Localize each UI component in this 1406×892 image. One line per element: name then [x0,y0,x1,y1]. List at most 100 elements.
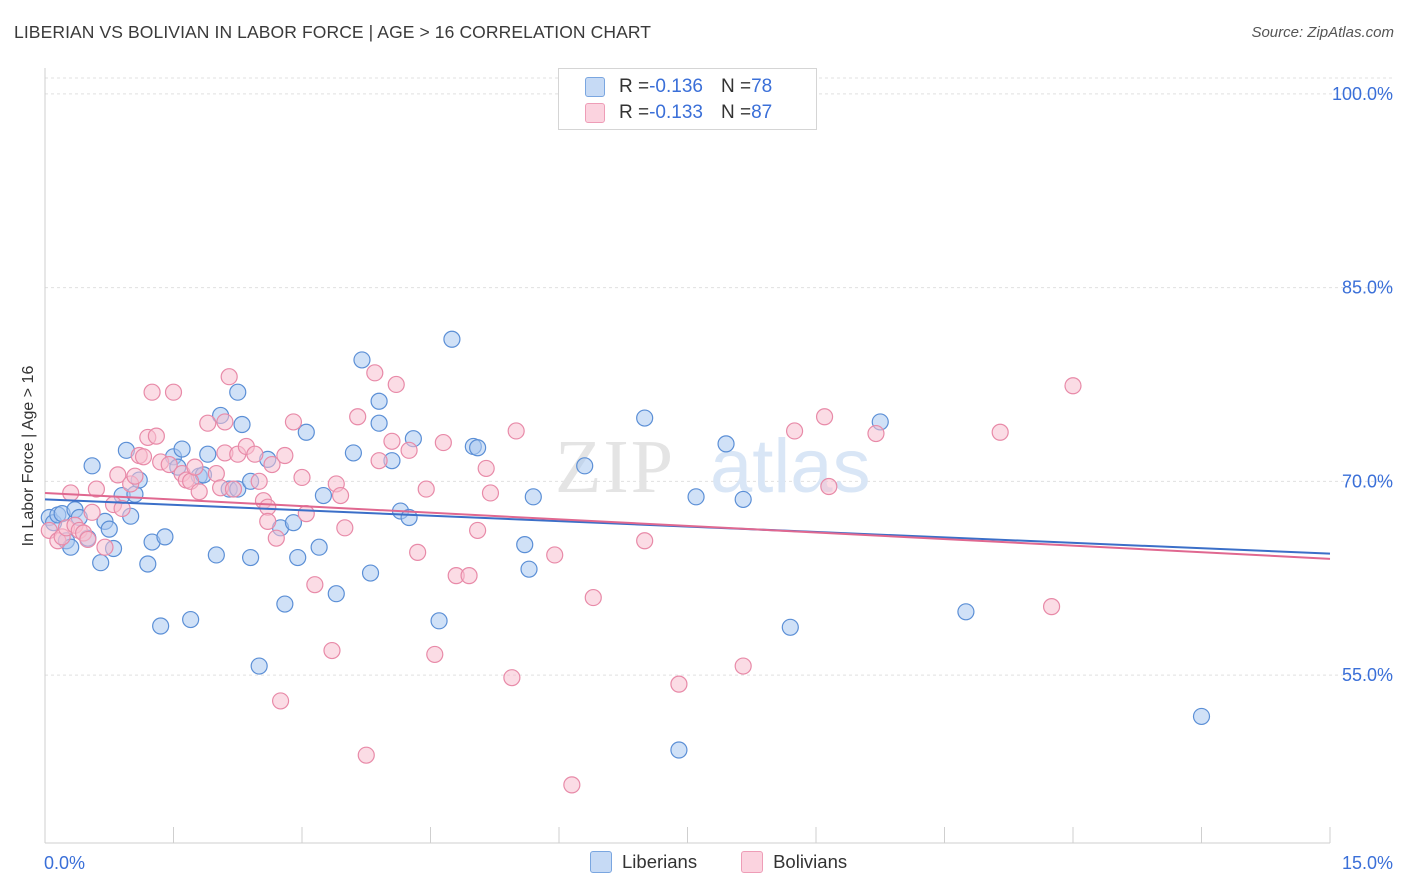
liberian-point-72 [957,603,975,621]
liberian-point-70 [781,618,799,636]
bolivian-point-24 [164,383,183,401]
bolivian-point-49 [293,468,311,487]
bolivian-point-83 [867,424,885,443]
bolivian-point-54 [331,486,350,505]
bolivian-point-70 [477,459,495,478]
liberian-point-21 [152,617,170,635]
bolivian-point-68 [460,567,478,585]
series-liberians [40,330,1211,759]
legend-r-value: -0.136 [649,76,703,97]
bolivian-point-52 [323,641,341,660]
bolivian-point-80 [785,422,804,440]
liberian-point-69 [734,490,752,509]
bolivian-point-79 [734,657,752,675]
liberian-point-19 [139,555,157,573]
bolivian-point-8 [79,530,97,549]
x-tick-label-min: 0.0% [44,853,86,873]
bolivian-point-29 [190,483,208,501]
bolivian-point-14 [113,499,131,518]
legend-item-bolivians[interactable]: Bolivians [741,851,847,873]
bolivian-point-36 [224,480,243,498]
liberian-point-51 [370,414,388,432]
bolivian-point-23 [160,455,178,474]
liberian-point-47 [327,585,345,603]
liberian-point-67 [687,488,705,506]
liberian-point-42 [284,514,303,532]
liberian-point-38 [250,657,268,675]
bolivian-point-69 [469,521,487,540]
liberian-point-35 [233,415,251,434]
bolivian-point-62 [400,441,418,459]
bolivian-point-75 [563,776,581,794]
liberian-point-63 [524,488,542,506]
bolivian-point-57 [357,746,375,764]
bolivian-point-11 [96,538,114,556]
liberian-point-34 [229,383,247,401]
bolivian-point-86 [1064,377,1082,395]
legend-item-liberians[interactable]: Liberians [590,851,697,873]
legend-swatch-bolivians [585,103,605,123]
bolivian-point-73 [507,422,525,440]
bolivian-point-60 [383,432,401,450]
bolivian-point-82 [820,477,838,496]
bolivian-point-47 [276,446,294,465]
liberian-point-65 [636,409,654,427]
liberian-point-60 [469,439,487,457]
bolivian-point-50 [297,505,315,523]
bolivian-point-39 [246,445,264,463]
bolivian-point-84 [991,423,1009,441]
legend-n-value: 87 [751,102,773,123]
liberian-point-48 [344,444,362,462]
liberian-point-29 [199,445,217,463]
bolivian-point-43 [259,512,277,530]
liberian-point-22 [156,528,174,546]
bolivian-point-16 [126,467,144,485]
legend-n-label: N = [720,102,752,123]
bolivian-point-21 [147,427,165,445]
liberian-point-36 [242,548,260,567]
bolivian-point-61 [387,375,405,394]
bolivian-point-64 [417,480,435,498]
liberian-point-25 [173,440,191,458]
bolivian-point-48 [284,413,303,431]
x-tick-label-max: 15.0% [1341,853,1393,873]
bolivian-point-28 [186,458,204,476]
legend-swatch-liberians [590,851,612,873]
legend-label-bolivians: Bolivians [773,851,848,872]
bolivian-point-85 [1042,598,1061,616]
bolivian-point-51 [306,576,324,594]
liberian-point-66 [670,741,688,759]
grid-lines [45,77,1394,676]
liberian-point-55 [400,508,418,527]
bolivian-point-66 [434,433,452,452]
legend-r-value: -0.133 [649,102,703,123]
bolivian-point-81 [815,408,834,426]
watermark-zip: ZIP [555,425,675,509]
y-tick-labels: 100.0% 85.0% 70.0% 55.0% [1332,84,1393,685]
y-tick-label-3: 55.0% [1342,665,1393,685]
trend-lines [44,491,1331,560]
bolivian-point-72 [503,669,521,687]
bolivian-point-56 [349,408,367,426]
bolivian-point-74 [546,546,564,564]
bolivian-point-20 [143,383,161,401]
y-tick-label-0: 100.0% [1332,84,1393,104]
liberian-point-26 [182,610,200,629]
bolivian-point-77 [636,532,654,550]
legend-n-value: 78 [751,76,773,97]
bolivian-point-59 [370,452,388,470]
legend-row-liberians: R = -0.136 N = 78 [585,75,772,99]
liberian-point-68 [717,435,735,453]
liberian-point-62 [520,560,538,578]
bolivian-point-4 [62,484,80,502]
bolivian-point-30 [199,414,217,432]
liberian-point-50 [361,564,380,582]
source-label: Source: ZipAtlas.com [1251,24,1394,41]
y-tick-label-1: 85.0% [1342,278,1393,298]
liberian-point-10 [92,554,110,572]
legend-swatch-liberians [585,77,605,97]
bolivian-point-10 [87,480,106,498]
liberian-point-52 [370,392,388,410]
bolivian-point-34 [216,413,234,431]
